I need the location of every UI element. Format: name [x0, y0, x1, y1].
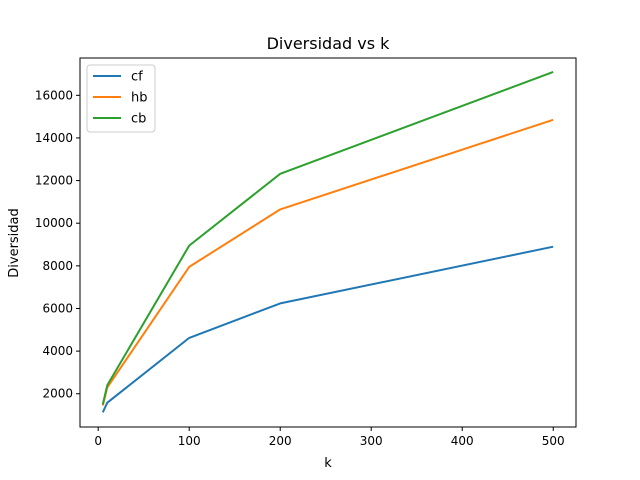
x-axis-label: k: [324, 456, 332, 471]
y-tick-label: 14000: [35, 131, 73, 145]
y-tick-label: 8000: [42, 259, 73, 273]
y-tick-label: 2000: [42, 387, 73, 401]
y-tick-label: 16000: [35, 88, 73, 102]
legend: cf hb cb: [86, 64, 156, 133]
legend-label-cf: cf: [131, 70, 143, 85]
y-tick-label: 4000: [42, 344, 73, 358]
legend-label-hb: hb: [131, 91, 148, 106]
chart-title: Diversidad vs k: [267, 34, 391, 53]
x-tick-label: 400: [451, 434, 474, 448]
series-line-hb: [101, 118, 554, 406]
x-tick-label: 200: [269, 434, 292, 448]
y-axis-label: Diversidad: [7, 208, 22, 278]
y-tick-label: 10000: [35, 216, 73, 230]
y-tick-label: 6000: [42, 301, 73, 315]
axes-frame: [79, 57, 577, 428]
legend-items: cf hb cb: [93, 70, 148, 127]
series-line-cb: [101, 70, 554, 405]
x-tick-label: 500: [542, 434, 565, 448]
series-layer: [101, 70, 554, 413]
x-tick-label: 0: [94, 434, 102, 448]
series-line-cf: [101, 245, 554, 413]
y-axis-ticks: 2000 4000 6000 8000 10000 12000 14000 16000: [35, 88, 80, 401]
legend-box: [86, 64, 156, 133]
x-axis-ticks: 0 100 200 300 400 500: [94, 427, 565, 448]
x-tick-label: 100: [178, 434, 201, 448]
legend-label-cb: cb: [131, 112, 146, 127]
x-tick-label: 300: [360, 434, 383, 448]
y-tick-label: 12000: [35, 174, 73, 188]
